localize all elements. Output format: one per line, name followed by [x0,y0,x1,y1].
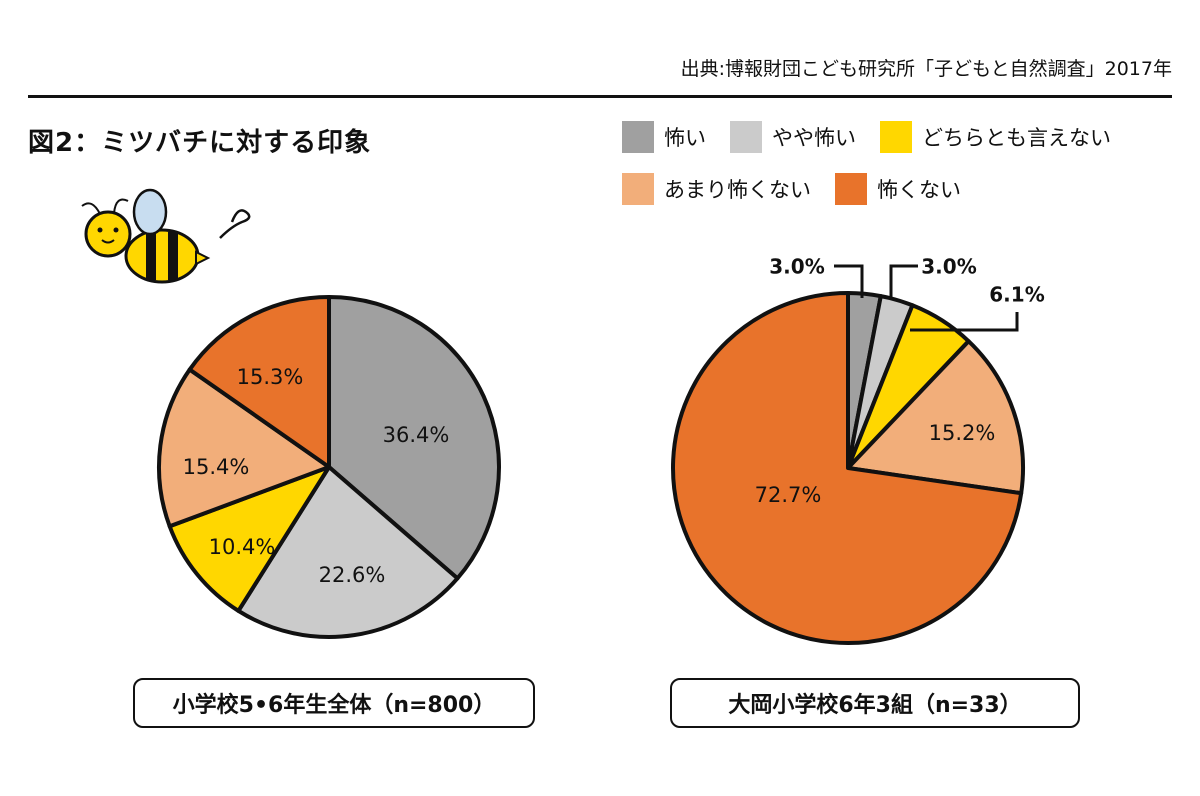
pie-slice [187,295,331,469]
bee-stripe-icon [146,232,156,280]
legend-label: やや怖い [772,126,856,150]
callout-line [834,264,864,298]
bee-eye-icon [113,227,119,233]
legend-label: 怖い [664,126,706,150]
pie-slice [167,465,331,613]
slice-value-label: 10.4% [209,535,276,559]
legend-item: 怖くない [835,173,961,205]
bee-body-icon [124,228,200,284]
bee-head-icon [84,210,132,258]
bee-mouth-icon [101,239,115,244]
slice-value-label: 72.7% [755,483,822,507]
legend-row-2: あまり怖くない 怖くない [622,172,1182,206]
pie-slice [671,291,1024,645]
pie-slice [236,465,460,639]
legend-label: どちらとも言えない [922,126,1111,150]
slice-value-label: 6.1% [989,283,1044,307]
legend-row-1: 怖い やや怖い どちらとも言えない [622,120,1182,154]
pie-slice [846,339,1025,496]
slice-value-label: 3.0% [921,255,976,279]
legend-swatch [622,173,654,205]
legend: 怖い やや怖い どちらとも言えない あまり怖くない 怖くない [622,120,1182,224]
bee-stinger-icon [195,250,211,266]
legend-item: 怖い [622,121,706,153]
slice-value-label: 22.6% [319,563,386,587]
legend-swatch [730,121,762,153]
pie-slice [157,367,331,529]
bee-eye-icon [97,227,103,233]
legend-item: やや怖い [730,121,856,153]
bee-illustration [81,188,251,284]
slice-value-label: 15.2% [929,421,996,445]
slice-value-label: 36.4% [383,423,450,447]
legend-label: あまり怖くない [664,178,811,202]
bee-wing-icon [132,188,168,236]
legend-item: あまり怖くない [622,173,811,205]
slice-value-label: 15.4% [183,455,250,479]
flight-trail-icon [219,209,251,239]
figure-title: 図2：ミツバチに対する印象 [28,128,372,158]
bee-antenna-icon [113,198,129,214]
chart-caption-ooka: 大岡小学校6年3組（n=33） [670,678,1080,728]
pie-chart-overall: 36.4% 22.6% 10.4% 15.4% 15.3% [157,295,501,639]
bee-antenna-icon [81,202,101,215]
legend-swatch [622,121,654,153]
pie-slice [327,295,501,581]
source-note: 出典:博報財団こども研究所「子どもと自然調査」2017年 [680,58,1172,80]
legend-swatch [880,121,912,153]
chart-caption-overall: 小学校5•6年生全体（n=800） [133,678,535,728]
header-divider [28,95,1172,98]
legend-label: 怖くない [877,178,961,202]
slice-value-label: 15.3% [237,365,304,389]
legend-swatch [835,173,867,205]
callout-line [889,264,918,298]
pie-chart-ooka: 3.0% 3.0% 6.1% 15.2% 72.7% [671,255,1045,645]
legend-item: どちらとも言えない [880,121,1111,153]
slice-value-label: 3.0% [769,255,824,279]
callout-line [910,312,1019,332]
bee-stripe-icon [168,232,178,280]
